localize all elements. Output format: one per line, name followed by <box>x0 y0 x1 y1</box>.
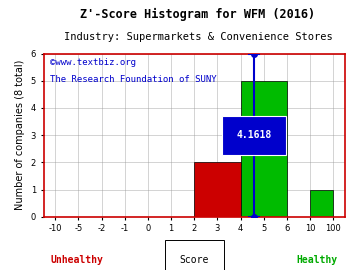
Bar <box>194 162 240 217</box>
Text: Healthy: Healthy <box>297 255 338 265</box>
Text: Unhealthy: Unhealthy <box>51 255 104 265</box>
Bar <box>240 81 287 217</box>
Y-axis label: Number of companies (8 total): Number of companies (8 total) <box>15 60 25 210</box>
Text: Z'-Score Histogram for WFM (2016): Z'-Score Histogram for WFM (2016) <box>80 8 316 21</box>
Text: The Research Foundation of SUNY: The Research Foundation of SUNY <box>50 75 216 84</box>
Bar <box>310 190 333 217</box>
Text: Score: Score <box>180 255 209 265</box>
Text: Industry: Supermarkets & Convenience Stores: Industry: Supermarkets & Convenience Sto… <box>64 32 332 42</box>
Text: 4.1618: 4.1618 <box>237 130 272 140</box>
Text: ©www.textbiz.org: ©www.textbiz.org <box>50 59 136 68</box>
